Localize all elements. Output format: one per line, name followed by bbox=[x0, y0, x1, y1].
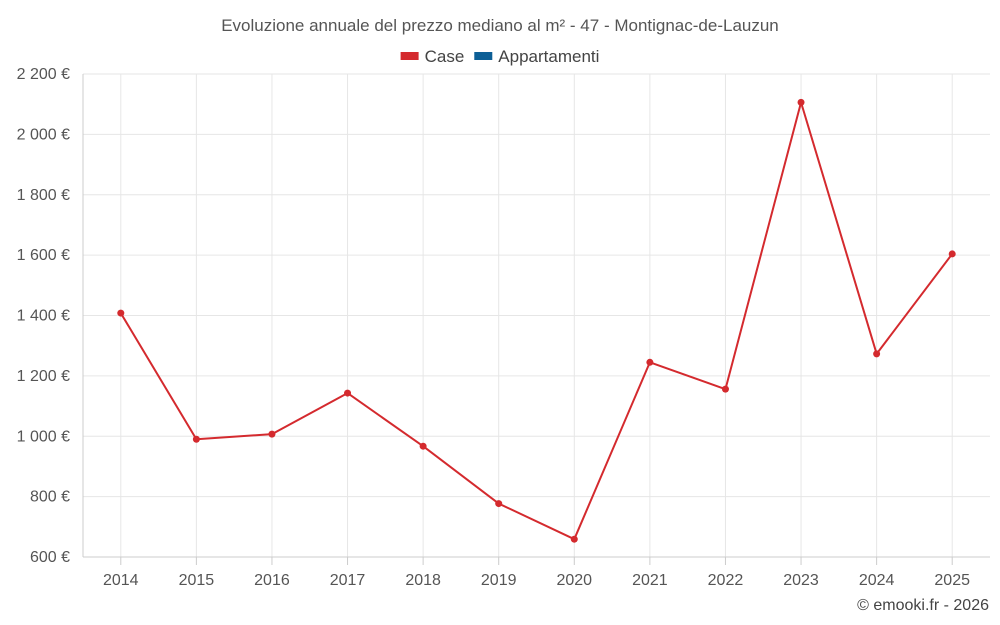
x-tick-label: 2025 bbox=[934, 572, 970, 589]
data-point bbox=[495, 500, 503, 508]
series-layer bbox=[117, 98, 956, 543]
grid bbox=[83, 73, 990, 557]
x-tick-label: 2022 bbox=[708, 572, 744, 589]
chart-title: Evoluzione annuale del prezzo mediano al… bbox=[221, 16, 779, 35]
data-point bbox=[117, 309, 125, 317]
y-tick-label: 2 000 € bbox=[17, 126, 70, 143]
data-point bbox=[721, 385, 729, 393]
legend-swatch bbox=[400, 52, 419, 60]
y-tick-label: 2 200 € bbox=[17, 66, 70, 83]
x-tick-label: 2015 bbox=[179, 572, 215, 589]
y-tick-label: 1 800 € bbox=[17, 187, 70, 204]
legend-label: Case bbox=[425, 47, 465, 66]
x-tick-label: 2020 bbox=[556, 572, 592, 589]
y-tick-label: 1 400 € bbox=[17, 308, 70, 325]
data-point bbox=[192, 435, 200, 443]
x-tick-label: 2017 bbox=[330, 572, 366, 589]
legend-swatch bbox=[474, 52, 493, 60]
y-tick-label: 1 000 € bbox=[17, 428, 70, 445]
data-point bbox=[646, 358, 654, 366]
x-tick-label: 2024 bbox=[859, 572, 895, 589]
y-tick-label: 1 600 € bbox=[17, 247, 70, 264]
x-tick-label: 2014 bbox=[103, 572, 139, 589]
legend: Case Appartamenti bbox=[400, 47, 599, 66]
x-tick-label: 2023 bbox=[783, 572, 819, 589]
axes: 600 € 800 € 1 000 € 1 200 € 1 400 € 1 600 € 1 … bbox=[17, 66, 990, 589]
x-tick-label: 2021 bbox=[632, 572, 668, 589]
y-tick-label: 1 200 € bbox=[17, 368, 70, 385]
data-point bbox=[570, 535, 578, 543]
y-tick-label: 600 € bbox=[30, 549, 70, 566]
data-point bbox=[873, 350, 881, 358]
data-point bbox=[344, 389, 352, 397]
credit-text: © emooki.fr - 2026 bbox=[857, 597, 989, 614]
x-tick-label: 2019 bbox=[481, 572, 517, 589]
series-line-case bbox=[119, 101, 954, 541]
x-tick-label: 2016 bbox=[254, 572, 290, 589]
legend-label: Appartamenti bbox=[498, 47, 599, 66]
legend-item: Appartamenti bbox=[474, 47, 599, 66]
x-tick-label: 2018 bbox=[405, 572, 441, 589]
data-point bbox=[948, 250, 956, 258]
y-tick-label: 800 € bbox=[30, 489, 70, 506]
data-point bbox=[797, 98, 805, 106]
data-point bbox=[268, 430, 276, 438]
legend-item: Case bbox=[400, 47, 465, 66]
data-point bbox=[419, 442, 427, 450]
